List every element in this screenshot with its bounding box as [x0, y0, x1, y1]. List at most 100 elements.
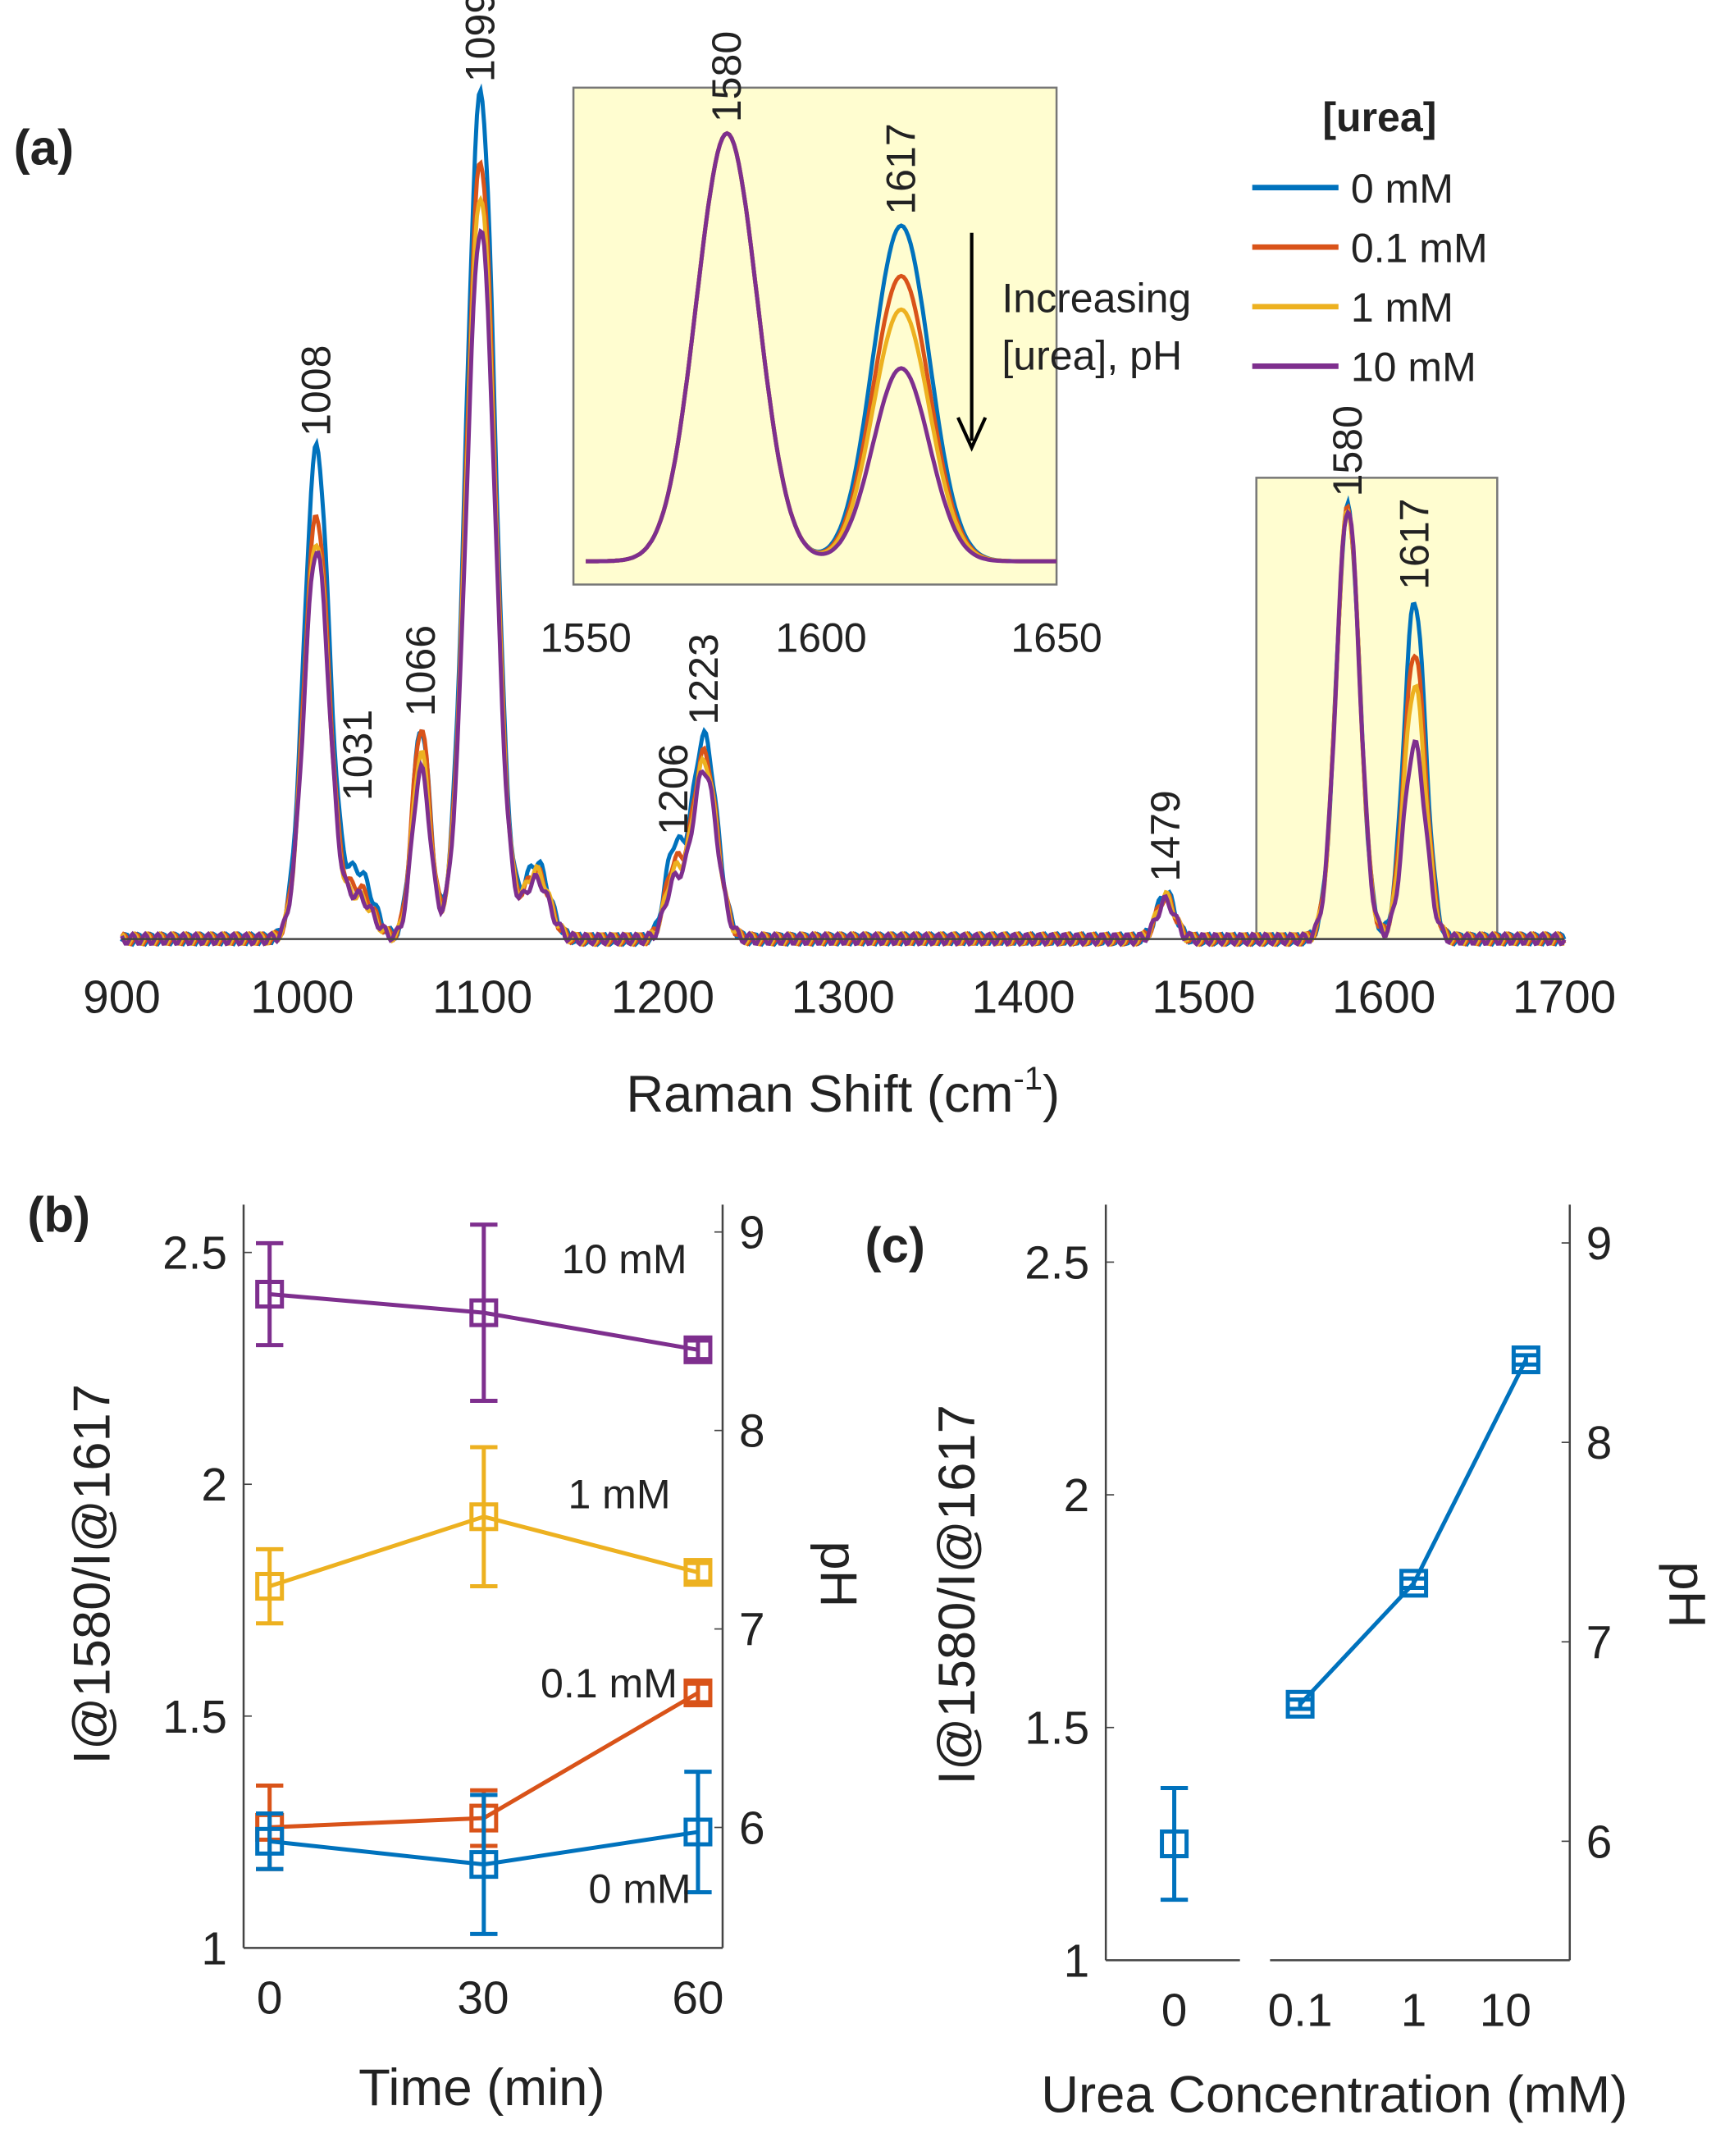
- error-bar: [256, 1240, 284, 1348]
- panel-label-b: (b): [27, 1188, 90, 1243]
- panel-label-c: (c): [865, 1217, 924, 1272]
- y-tick-label: 2.5: [1024, 1237, 1089, 1289]
- panel-a: (a) 900 1000 1100 1200 1300 1400 1500 1600 1700 1…: [14, 0, 1617, 1123]
- error-bar: [256, 1546, 284, 1626]
- y-right-tick-label: 7: [739, 1605, 765, 1656]
- x-tick-label: 0: [257, 1972, 283, 2024]
- x-tick-label: 1: [1401, 1985, 1427, 2036]
- error-bar: [1399, 1576, 1428, 1591]
- spectrum-line-3: [120, 228, 1567, 948]
- x-tick-label: 10: [1480, 1985, 1531, 2036]
- error-bar: [684, 1338, 712, 1362]
- x-tick-labels: 900 1000 1100 1200 1300 1400 1500 1600 1700 1550 1…: [83, 614, 1616, 1023]
- panel-label-a: (a): [14, 120, 74, 175]
- x-tick-label: 60: [672, 1972, 723, 2024]
- y-tick-label: 1.5: [1024, 1703, 1089, 1755]
- series-label-3: 0 mM: [588, 1866, 691, 1912]
- highlight-box: [1255, 477, 1499, 940]
- x-tick-label: 1100: [432, 972, 532, 1024]
- series-label-2: 0.1 mM: [541, 1660, 678, 1706]
- inset-x-tick-label: 1550: [540, 614, 631, 660]
- data-point-marker: [469, 1502, 499, 1532]
- y-right-tick-label: 9: [1586, 1218, 1613, 1270]
- y-tick-label: 2: [201, 1459, 227, 1511]
- plot-c: 1 1.5 2 2.5 6 7 8 9 0 0.1 1 10: [1024, 1204, 1612, 2036]
- x-tick-label: 1700: [1513, 972, 1616, 1024]
- error-bar: [1160, 1785, 1189, 1902]
- error-bar: [1286, 1697, 1314, 1711]
- x-tick-label: 0.1: [1268, 1985, 1333, 2036]
- peak-label-1479: 1479: [1143, 790, 1189, 881]
- peak-label-1099: 1099: [458, 0, 504, 82]
- annotation-line2: [urea], pH: [1002, 333, 1182, 379]
- series-label-0: 10 mM: [562, 1236, 687, 1282]
- peak-labels: 1008 1031 1066 1099 1206 1223 1479 1580 1617 1580…: [294, 0, 1438, 882]
- data-point-marker: [683, 1558, 713, 1587]
- y-axis-label-b: I@1580/I@1617: [63, 1384, 121, 1765]
- data-point-marker: [469, 1298, 499, 1327]
- series-line-0: [1298, 1359, 1528, 1706]
- y-tick-label: 1: [201, 1923, 227, 1975]
- x-tick-label: 900: [83, 972, 161, 1024]
- inset-spectra: [586, 130, 1057, 564]
- error-bar: [470, 1222, 498, 1403]
- data-point-marker: [1285, 1689, 1315, 1719]
- y-axis-right-label-b: pH: [810, 1541, 867, 1607]
- x-tick-label: 0: [1161, 1985, 1188, 2036]
- x-axis-label: Raman Shift (cm-1): [626, 1061, 1060, 1123]
- arrow-down-icon: [956, 417, 988, 452]
- legend: 0 mM 0.1 mM 1 mM 10 mM: [1252, 166, 1488, 391]
- y-tick-label: 2: [1064, 1470, 1090, 1522]
- annotation-line1: Increasing: [1002, 275, 1191, 321]
- peak-label-1617: 1617: [1391, 498, 1437, 589]
- x-tick-label: 1300: [792, 972, 895, 1024]
- error-bar: [684, 1770, 712, 1895]
- y-axis-right-label-c: pH: [1659, 1561, 1716, 1628]
- y-tick-label: 1: [1064, 1935, 1090, 1987]
- x-tick-label: 1200: [611, 972, 714, 1024]
- data-point-marker: [683, 1817, 713, 1847]
- x-tick-label: 30: [457, 1972, 509, 2024]
- legend-title: [urea]: [1322, 94, 1436, 140]
- panel-c: (c) I@1580/I@1617 pH Urea Concentration …: [865, 1204, 1716, 2124]
- error-bar: [684, 1560, 712, 1584]
- peak-label-1206: 1206: [650, 743, 696, 834]
- error-bar: [1512, 1353, 1540, 1367]
- data-point-marker: [469, 1850, 499, 1880]
- legend-label-2: 1 mM: [1351, 285, 1453, 331]
- x-tick-label: 1000: [250, 972, 354, 1024]
- panel-b: (b) I@1580/I@1617 pH Time (min) 1 1.5 2 2.5…: [27, 1188, 867, 2117]
- y-right-tick-label: 9: [739, 1208, 765, 1259]
- data-point-marker: [683, 1678, 713, 1708]
- y-right-tick-label: 6: [1586, 1816, 1613, 1868]
- inset-box: [572, 86, 1058, 586]
- error-bar: [684, 1681, 712, 1705]
- y-right-tick-label: 7: [1586, 1617, 1613, 1669]
- x-axis-label-c: Urea Concentration (mM): [1041, 2067, 1627, 2124]
- inset-peak-label-1617: 1617: [878, 123, 924, 214]
- x-tick-label: 1500: [1152, 972, 1255, 1024]
- y-right-tick-label: 8: [739, 1406, 765, 1458]
- x-tick-label: 1400: [972, 972, 1075, 1024]
- data-point-marker: [255, 1279, 285, 1309]
- plot-b: 1 1.5 2 2.5 6 7 8 9 0 30 60 10 mM 1 mM 0.1 mM 0 mM: [162, 1204, 765, 2024]
- x-axis-label-b: Time (min): [358, 2059, 605, 2117]
- data-point-marker: [1511, 1345, 1540, 1375]
- data-point-marker: [1160, 1829, 1189, 1859]
- legend-label-0: 0 mM: [1351, 166, 1453, 212]
- data-point-marker: [683, 1335, 713, 1364]
- x-tick-label: 1600: [1332, 972, 1435, 1024]
- peak-label-1580: 1580: [1325, 405, 1371, 496]
- y-right-tick-label: 8: [1586, 1418, 1613, 1469]
- inset-peak-label-1580: 1580: [704, 31, 750, 122]
- y-axis-label-c: I@1580/I@1617: [929, 1405, 986, 1785]
- data-point-marker: [255, 1572, 285, 1601]
- peak-label-1031: 1031: [335, 710, 381, 801]
- data-point-marker: [1399, 1569, 1429, 1598]
- legend-label-1: 0.1 mM: [1351, 226, 1488, 272]
- error-bar: [256, 1811, 284, 1871]
- y-tick-label: 2.5: [162, 1228, 227, 1280]
- peak-label-1066: 1066: [398, 625, 444, 716]
- inset-x-tick-label: 1600: [775, 614, 866, 660]
